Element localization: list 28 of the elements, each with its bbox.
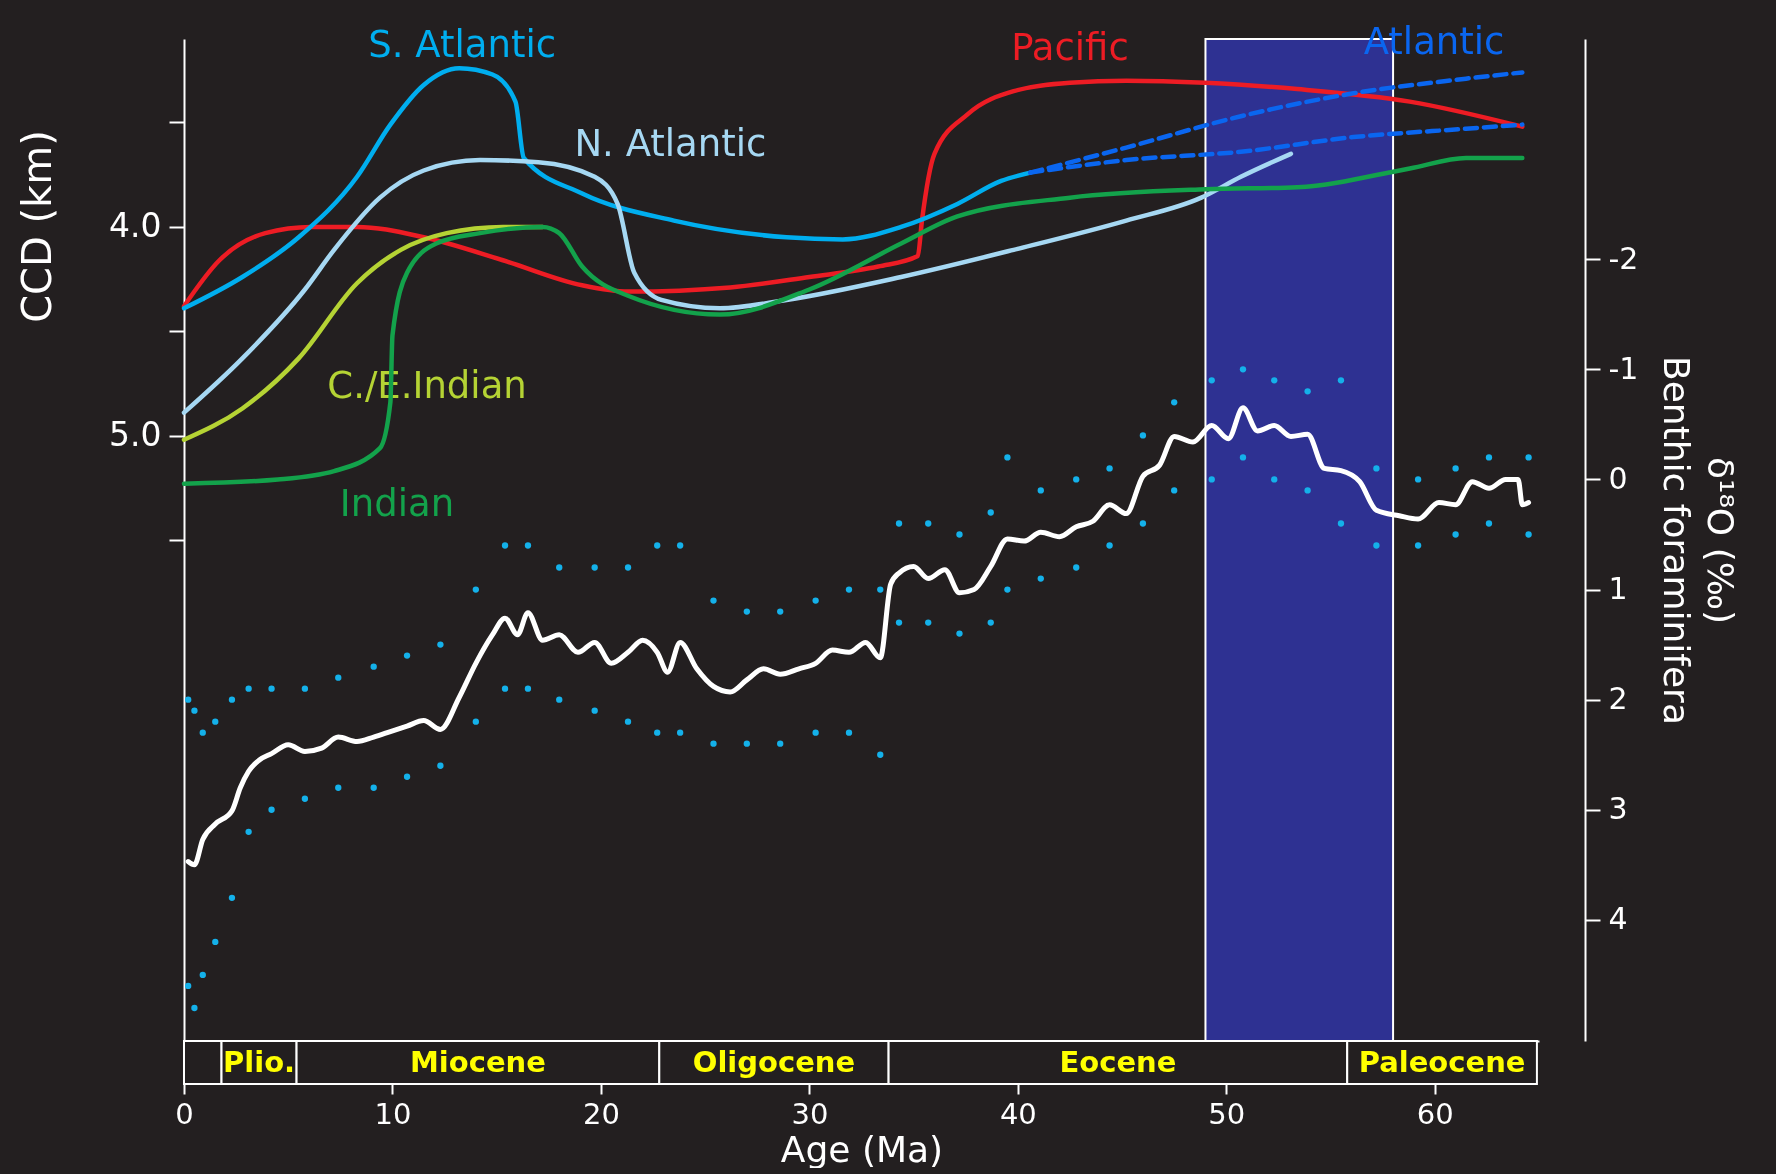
series-label: N. Atlantic (574, 122, 767, 166)
y2-tick-label: 3 (1608, 791, 1628, 827)
y2-tick-label: 1 (1608, 571, 1628, 607)
x-tick-label: 40 (999, 1096, 1037, 1131)
y2-tick-label: 2 (1608, 681, 1628, 717)
x-tick-label: 30 (791, 1096, 829, 1131)
y2-tick-label: 4 (1608, 901, 1628, 937)
x-tick-label: 20 (582, 1096, 620, 1131)
x-tick-label: 0 (175, 1096, 194, 1131)
x-tick-label: 50 (1208, 1096, 1246, 1131)
y-axis-title: CCD (km) (14, 130, 61, 323)
series-label: Pacific (1011, 25, 1129, 69)
series-label: Atlantic (1363, 19, 1505, 63)
y2-tick-label: 0 (1608, 460, 1628, 496)
series-label: Indian (339, 482, 455, 526)
x-tick-label: 10 (374, 1096, 412, 1131)
series-label: Plio. (223, 1044, 296, 1079)
series-label: Eocene (1059, 1044, 1177, 1079)
series-label: Paleocene (1358, 1044, 1526, 1079)
y2-axis-title: δ¹⁸O (‰) Benthic foraminifera (1656, 356, 1742, 725)
x-tick-label: 60 (1416, 1096, 1454, 1131)
series-label: S. Atlantic (368, 23, 557, 67)
y2-tick-label: -1 (1608, 350, 1639, 386)
series-label: Miocene (409, 1044, 546, 1079)
y-tick-label: 4.0 (109, 206, 162, 246)
y-tick-label: 5.0 (109, 415, 162, 455)
y2-tick-label: -2 (1608, 240, 1639, 276)
series-label: Oligocene (692, 1044, 856, 1079)
